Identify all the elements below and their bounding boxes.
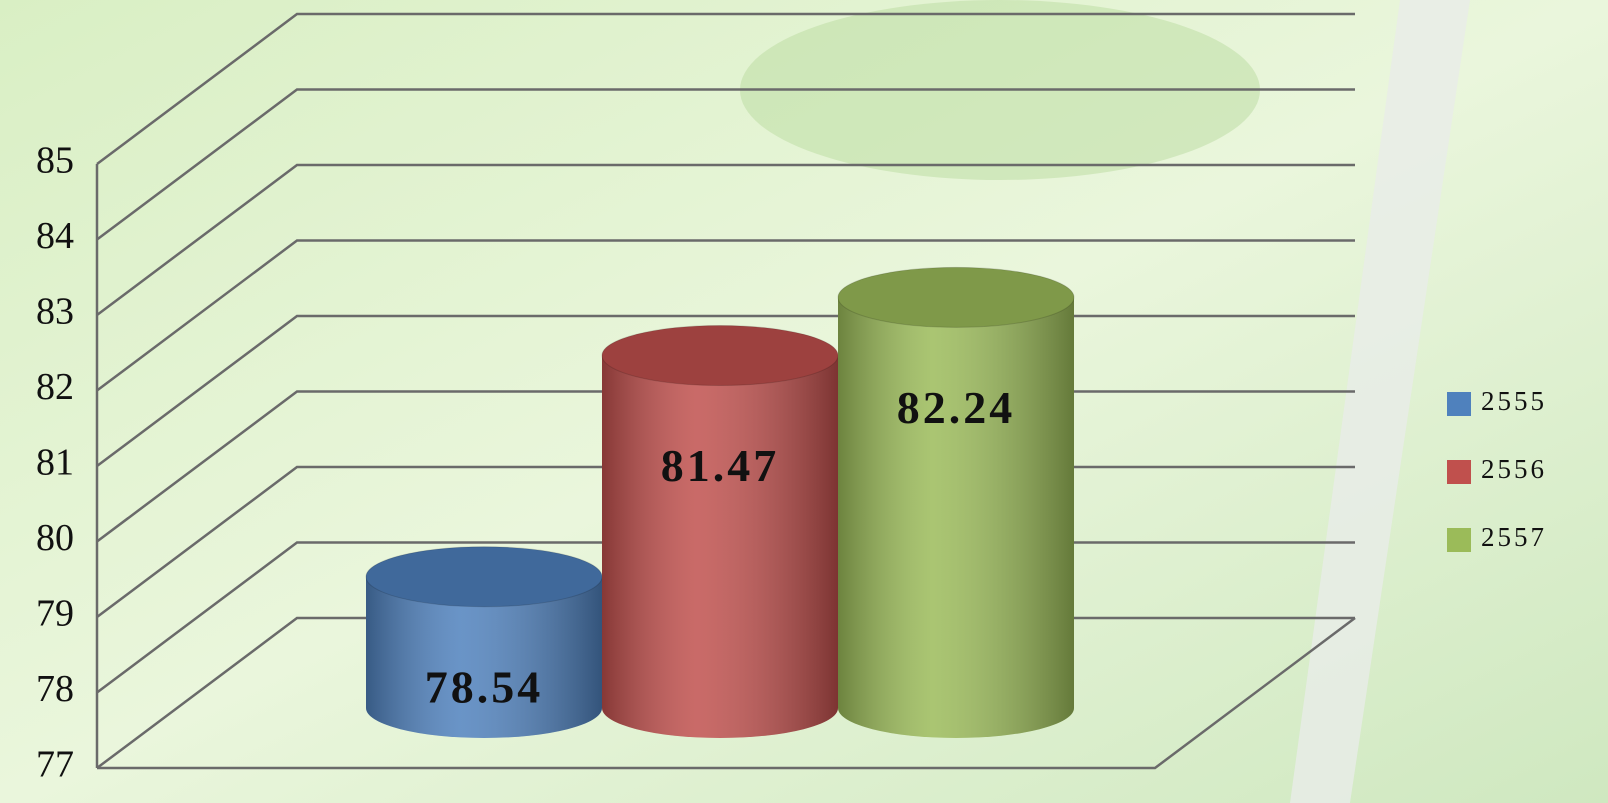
- bar-top-shade: [602, 325, 838, 386]
- y-tick-label: 85: [36, 140, 74, 182]
- decoration: [1290, 0, 1470, 803]
- bar: [365, 546, 603, 738]
- data-label: 78.54: [425, 661, 544, 712]
- y-tick-label: 79: [36, 593, 74, 635]
- legend-label: 2556: [1481, 454, 1547, 484]
- grid-line: [96, 12, 1355, 165]
- grid-line: [96, 163, 1355, 316]
- legend-label: 2555: [1481, 386, 1547, 416]
- data-label: 82.24: [897, 382, 1016, 433]
- y-tick-label: 77: [36, 744, 74, 786]
- y-tick-label: 80: [36, 517, 74, 559]
- floor-edge: [97, 617, 1356, 770]
- bar-top-shade: [838, 267, 1074, 328]
- bar-top: [837, 266, 1075, 328]
- bar-shade: [366, 576, 602, 738]
- bar-shade: [602, 355, 838, 738]
- bar-top-shade: [366, 546, 602, 607]
- y-tick-label: 81: [36, 442, 74, 484]
- y-tick-label: 82: [36, 366, 74, 408]
- legend-label: 2557: [1481, 522, 1547, 552]
- data-label: 81.47: [661, 440, 780, 491]
- bar: [837, 266, 1075, 738]
- legend-swatch: [1447, 392, 1471, 416]
- bar: [601, 325, 839, 738]
- grid-line: [96, 88, 1355, 241]
- bar-shade: [838, 297, 1074, 738]
- y-tick-label: 83: [36, 291, 74, 333]
- legend-swatch: [1447, 528, 1471, 552]
- y-tick-label: 84: [36, 215, 74, 257]
- grid-line: [96, 239, 1355, 392]
- y-tick-label: 78: [36, 668, 74, 710]
- legend-swatch: [1447, 460, 1471, 484]
